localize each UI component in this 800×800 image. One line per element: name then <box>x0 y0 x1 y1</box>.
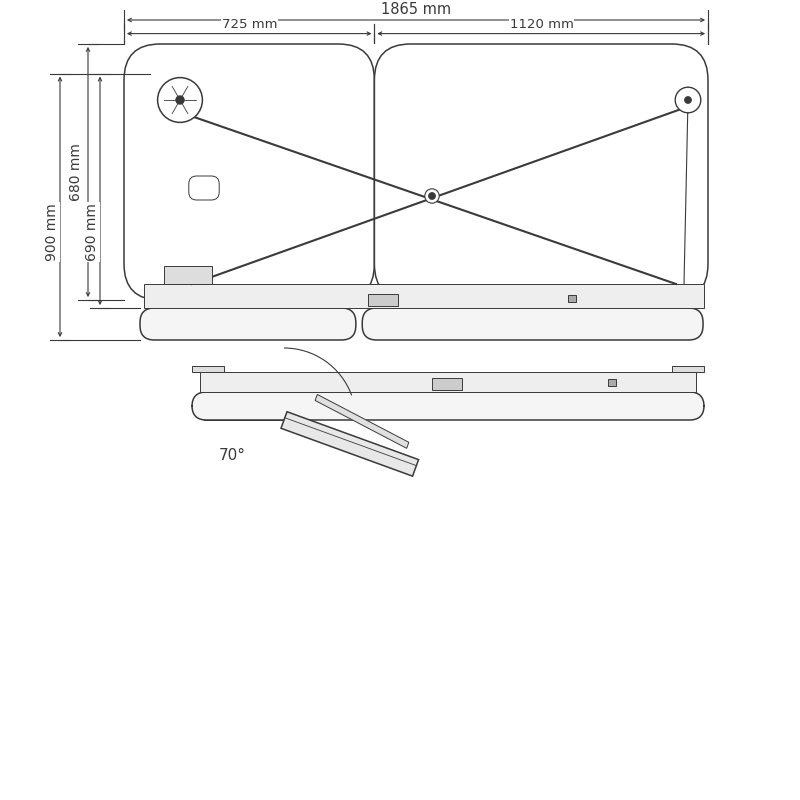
Bar <box>608 379 616 386</box>
Text: 70°: 70° <box>218 449 246 463</box>
Bar <box>672 366 704 372</box>
Text: 690 mm: 690 mm <box>85 203 99 261</box>
Polygon shape <box>315 394 409 448</box>
FancyBboxPatch shape <box>374 44 708 300</box>
Polygon shape <box>281 412 418 476</box>
Circle shape <box>425 189 439 203</box>
Circle shape <box>176 96 184 104</box>
Bar <box>192 366 224 372</box>
Circle shape <box>685 97 691 103</box>
Bar <box>432 378 462 390</box>
Bar <box>200 372 696 392</box>
Circle shape <box>158 78 202 122</box>
Bar <box>164 266 212 284</box>
Text: 1865 mm: 1865 mm <box>381 2 451 17</box>
FancyBboxPatch shape <box>362 308 703 340</box>
Bar <box>144 284 704 308</box>
Text: 1120 mm: 1120 mm <box>510 18 574 31</box>
FancyBboxPatch shape <box>140 308 356 340</box>
FancyBboxPatch shape <box>189 176 219 200</box>
Circle shape <box>429 193 435 199</box>
Text: 725 mm: 725 mm <box>222 18 278 31</box>
Bar <box>568 295 576 302</box>
Bar <box>368 294 398 306</box>
Text: 680 mm: 680 mm <box>69 143 83 201</box>
Text: 900 mm: 900 mm <box>45 203 59 261</box>
FancyBboxPatch shape <box>192 392 704 420</box>
FancyBboxPatch shape <box>124 44 374 300</box>
Circle shape <box>675 87 701 113</box>
